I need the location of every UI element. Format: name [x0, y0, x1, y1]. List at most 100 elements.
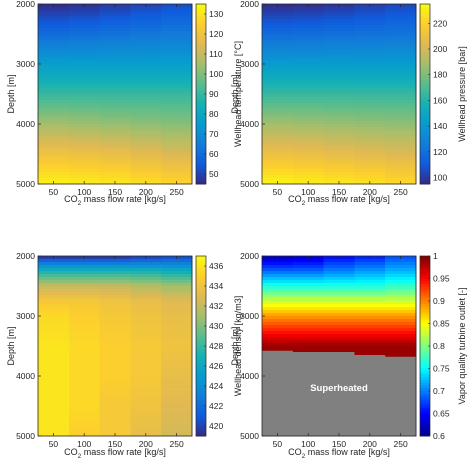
- heatmap-cell: [323, 271, 355, 275]
- colorbar-segment: [420, 281, 430, 285]
- colorbar-segment: [420, 9, 430, 14]
- heatmap-cell: [385, 22, 417, 26]
- heatmap-cell: [385, 49, 417, 53]
- heatmap-cell: [130, 22, 162, 26]
- heatmap-cell: [38, 67, 70, 71]
- heatmap-cell: [130, 139, 162, 143]
- heatmap-cell: [262, 130, 294, 134]
- heatmap-cell: [385, 178, 417, 182]
- heatmap-cell: [323, 298, 355, 302]
- heatmap-cell: [262, 73, 294, 77]
- heatmap-cell: [292, 67, 325, 71]
- heatmap-cell: [99, 172, 131, 176]
- heatmap-cell: [323, 349, 355, 353]
- heatmap-cell: [161, 37, 193, 41]
- colorbar: 420 422 424 426 428 430 432 434 436 Wellhead dens…: [195, 255, 243, 437]
- heatmap-cell: [161, 352, 193, 356]
- heatmap-cell: [38, 97, 70, 101]
- heatmap-cell: [385, 343, 417, 347]
- heatmap-cell: [354, 49, 386, 53]
- colorbar-segment: [420, 413, 430, 417]
- heatmap-cell: [68, 16, 101, 20]
- heatmap-cell: [385, 31, 417, 35]
- heatmap-cell: [38, 277, 70, 281]
- heatmap-cell: [38, 370, 70, 374]
- heatmap-cell: [323, 286, 355, 290]
- heatmap-cell: [130, 115, 162, 119]
- heatmap-cell: [292, 172, 325, 176]
- heatmap-cell: [99, 334, 131, 338]
- heatmap-cell: [161, 25, 193, 29]
- colorbar-segment: [196, 71, 206, 75]
- colorbar-segment: [196, 63, 206, 67]
- heatmap-cell: [161, 148, 193, 152]
- heatmap-cell: [68, 298, 101, 302]
- colorbar-segment: [420, 343, 430, 347]
- heatmap-cell: [292, 91, 325, 95]
- heatmap-cell: [38, 31, 70, 35]
- heatmap-cell: [99, 430, 131, 434]
- heatmap-cell: [99, 130, 131, 134]
- heatmap-cell: [385, 169, 417, 173]
- heatmap-cell: [38, 406, 70, 410]
- heatmap-cell: [292, 22, 325, 26]
- heatmap-cell: [68, 10, 101, 14]
- colorbar-segment: [196, 144, 206, 149]
- heatmap-cell: [323, 109, 355, 113]
- colorbar-segment: [420, 141, 430, 146]
- heatmap-cell: [130, 136, 162, 140]
- colorbar-segment: [420, 139, 430, 143]
- heatmap-cell: [354, 94, 386, 98]
- heatmap-cell: [323, 280, 355, 284]
- colorbar-segment: [196, 161, 206, 165]
- heatmap-cell: [354, 265, 386, 269]
- heatmap-cell: [354, 19, 386, 23]
- colorbar-tick-label: 1: [433, 251, 438, 261]
- heatmap-cell: [38, 46, 70, 50]
- x-axis-label: CO2 mass flow rate [kg/s]: [64, 194, 166, 207]
- heatmap-cell: [354, 340, 386, 344]
- heatmap-cell: [292, 295, 325, 299]
- heatmap-cell: [292, 262, 325, 266]
- colorbar-tick-label: 432: [209, 301, 223, 311]
- heatmap-cell: [161, 91, 193, 95]
- colorbar-segment: [420, 153, 430, 157]
- heatmap-cell: [385, 136, 417, 140]
- heatmap-cell: [130, 277, 162, 281]
- y-tick-label: 3000: [16, 311, 35, 321]
- colorbar-segment: [420, 60, 430, 64]
- colorbar-segment: [196, 407, 206, 412]
- heatmap-cell: [262, 121, 294, 125]
- heatmap-cell: [323, 304, 355, 308]
- heatmap-cell: [161, 19, 193, 23]
- heatmap-cell: [38, 322, 70, 326]
- colorbar-tick-label: 0.85: [433, 319, 450, 329]
- heatmap-cell: [38, 316, 70, 320]
- heatmap-cell: [38, 340, 70, 344]
- heatmap-cell: [385, 328, 417, 332]
- heatmap-cell: [262, 313, 294, 317]
- heatmap-cell: [292, 316, 325, 320]
- colorbar-segment: [196, 169, 206, 174]
- heatmap-cell: [38, 376, 70, 380]
- heatmap-cell: [130, 106, 162, 110]
- y-tick-label: 4000: [240, 119, 259, 129]
- colorbar-segment: [196, 326, 206, 330]
- heatmap-cell: [385, 40, 417, 44]
- heatmap-cell: [68, 130, 101, 134]
- heatmap-cell: [99, 157, 131, 161]
- heatmap-cell: [68, 412, 101, 416]
- colorbar-segment: [196, 124, 206, 129]
- heatmap-cell: [354, 115, 386, 119]
- colorbar-segment: [196, 29, 206, 33]
- heatmap-cell: [99, 112, 131, 116]
- heatmap-cell: [38, 145, 70, 149]
- heatmap-cell: [99, 304, 131, 308]
- colorbar-segment: [420, 116, 430, 120]
- heatmap-cell: [262, 337, 294, 341]
- colorbar-segment: [420, 430, 430, 434]
- heatmap-cell: [68, 52, 101, 56]
- heatmap-cell: [262, 271, 294, 275]
- heatmap-cell: [161, 166, 193, 170]
- heatmap-cell: [38, 298, 70, 302]
